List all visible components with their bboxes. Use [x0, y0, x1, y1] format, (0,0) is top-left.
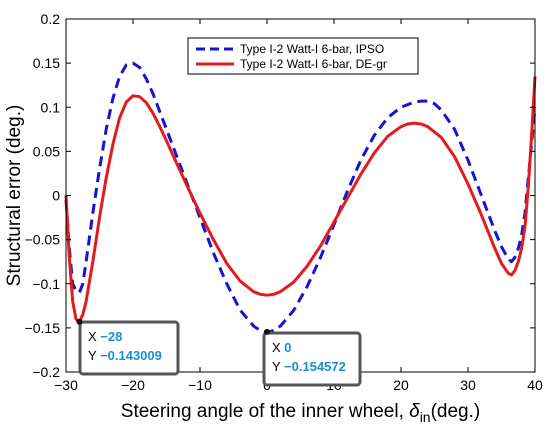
datatip-marker [76, 318, 83, 325]
legend-box [187, 37, 419, 75]
series-line-de-gr [64, 76, 537, 324]
datatip-y-line: Y −0.154572 [272, 359, 346, 374]
x-tick-label: 20 [393, 377, 409, 393]
datatip-x-line: X 0 [272, 340, 292, 355]
x-tick-label: −10 [188, 377, 212, 393]
datatips-layer: X −28 Y −0.143009 X 0 Y −0.154572 [76, 318, 362, 387]
y-tick-label: 0.15 [33, 55, 60, 71]
datatip-x-line: X −28 [88, 329, 122, 344]
x-tick-label: 40 [527, 377, 543, 393]
datatip-box [262, 331, 362, 387]
series-line-ipso [64, 61, 537, 334]
legend-label: Type I-2 Watt-I 6-bar, DE-gr [240, 57, 387, 71]
series-layer [64, 61, 537, 334]
x-tick-label: −20 [121, 377, 145, 393]
x-tick-label: 30 [460, 377, 476, 393]
x-tick-label: −30 [54, 377, 78, 393]
y-axis-title: Structural error (deg.) [4, 105, 25, 287]
y-tick-label: −0.05 [25, 232, 61, 248]
y-tick-label: −0.15 [25, 320, 61, 336]
y-tick-label: 0.2 [41, 11, 61, 27]
legend-label: Type I-2 Watt-I 6-bar, IPSO [240, 42, 384, 56]
y-tick-label: 0 [52, 188, 60, 204]
x-axis-title: Steering angle of the inner wheel, δin(d… [121, 401, 480, 425]
datatip-box [78, 320, 180, 376]
datatip-y-line: Y −0.143009 [88, 348, 162, 363]
y-tick-label: 0.1 [41, 99, 61, 115]
y-tick-label: 0.05 [33, 143, 60, 159]
y-tick-label: −0.1 [32, 276, 60, 292]
datatip-marker [264, 328, 270, 335]
y-tick-label: −0.2 [32, 364, 60, 380]
